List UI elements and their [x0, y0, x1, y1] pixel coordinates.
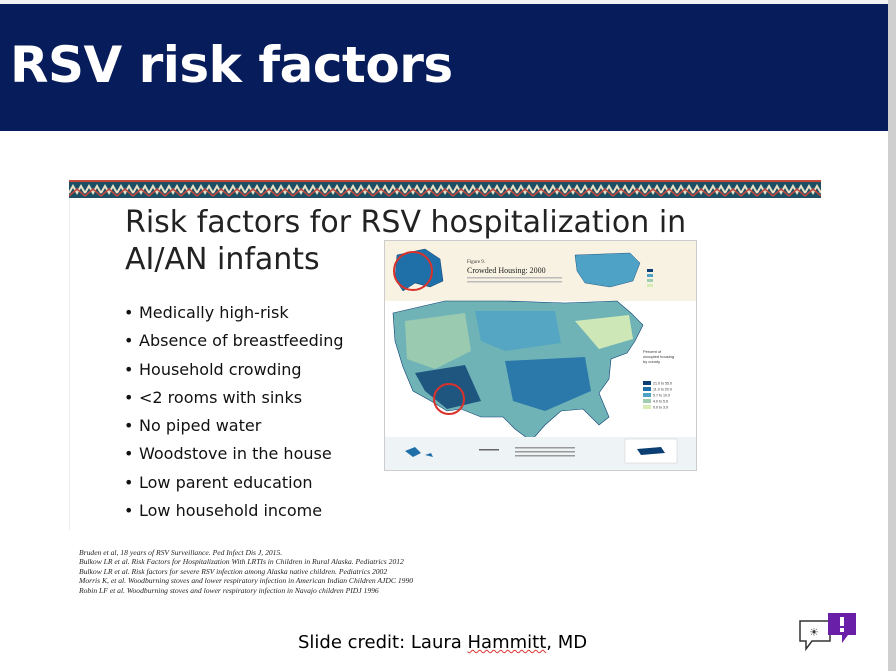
slide-credit: Slide credit: Laura Hammitt, MD [298, 632, 588, 653]
crowded-housing-map: Figure 9. Crowded Housing: 2000 Perc [384, 240, 697, 471]
reference: Bulkow LR et al. Risk factors for severe… [79, 566, 388, 576]
risk-factor-list: • Medically high-risk • Absence of breastf… [124, 303, 344, 529]
chat-bubble-icon[interactable]: ☀ [798, 611, 860, 653]
svg-text:21.0 to 55.0: 21.0 to 55.0 [653, 382, 672, 386]
map-thumbnail-legend [647, 269, 653, 287]
decorative-band [69, 180, 821, 198]
map-legend: Percent of occupied housing by county 21… [643, 349, 674, 410]
reference: Bulkow LR et al. Risk Factors for Hospit… [79, 557, 404, 567]
list-item: • Low parent education [124, 472, 313, 492]
reference: Bruden et al, 18 years of RSV Surveillan… [79, 548, 283, 557]
svg-text:11.0 to 20.9: 11.0 to 20.9 [653, 388, 672, 392]
window-edge [888, 0, 896, 671]
slide-subtitle: Risk factors for RSV hospitalization in … [125, 205, 687, 277]
svg-text:Percent of: Percent of [643, 349, 662, 354]
reference: Morris K, et al. Woodburning stoves and … [79, 576, 414, 586]
list-item: • Medically high-risk [124, 303, 289, 322]
references: Bruden et al, 18 years of RSV Surveillan… [79, 548, 413, 595]
top-strip [0, 0, 888, 4]
content-frame [69, 198, 822, 530]
us-county-map: Figure 9. Crowded Housing: 2000 Perc [385, 241, 696, 470]
title-banner: RSV risk factors [0, 4, 888, 131]
credit-name: Hammitt [467, 632, 547, 653]
svg-text:occupied housing: occupied housing [643, 354, 674, 359]
reference: Robin LF et al. Woodburning stoves and l… [79, 585, 379, 595]
figure-title: Crowded Housing: 2000 [467, 266, 546, 275]
svg-text:by county: by county [643, 359, 660, 364]
list-item: • No piped water [124, 416, 262, 436]
list-item: • Household crowding [124, 359, 302, 379]
list-item: • Woodstove in the house [124, 444, 332, 464]
slide-title: RSV risk factors [10, 36, 453, 94]
svg-text:5.7 to 10.9: 5.7 to 10.9 [653, 394, 670, 398]
list-item: • <2 rooms with sinks [124, 387, 303, 407]
list-item: • Absence of breastfeeding [124, 331, 344, 351]
svg-text:4.0 to 5.6: 4.0 to 5.6 [653, 400, 668, 404]
figure-label: Figure 9. [467, 260, 485, 265]
svg-text:☀: ☀ [809, 626, 819, 639]
svg-text:0.0 to 3.9: 0.0 to 3.9 [653, 406, 668, 410]
list-item: • Low household income [124, 501, 323, 521]
